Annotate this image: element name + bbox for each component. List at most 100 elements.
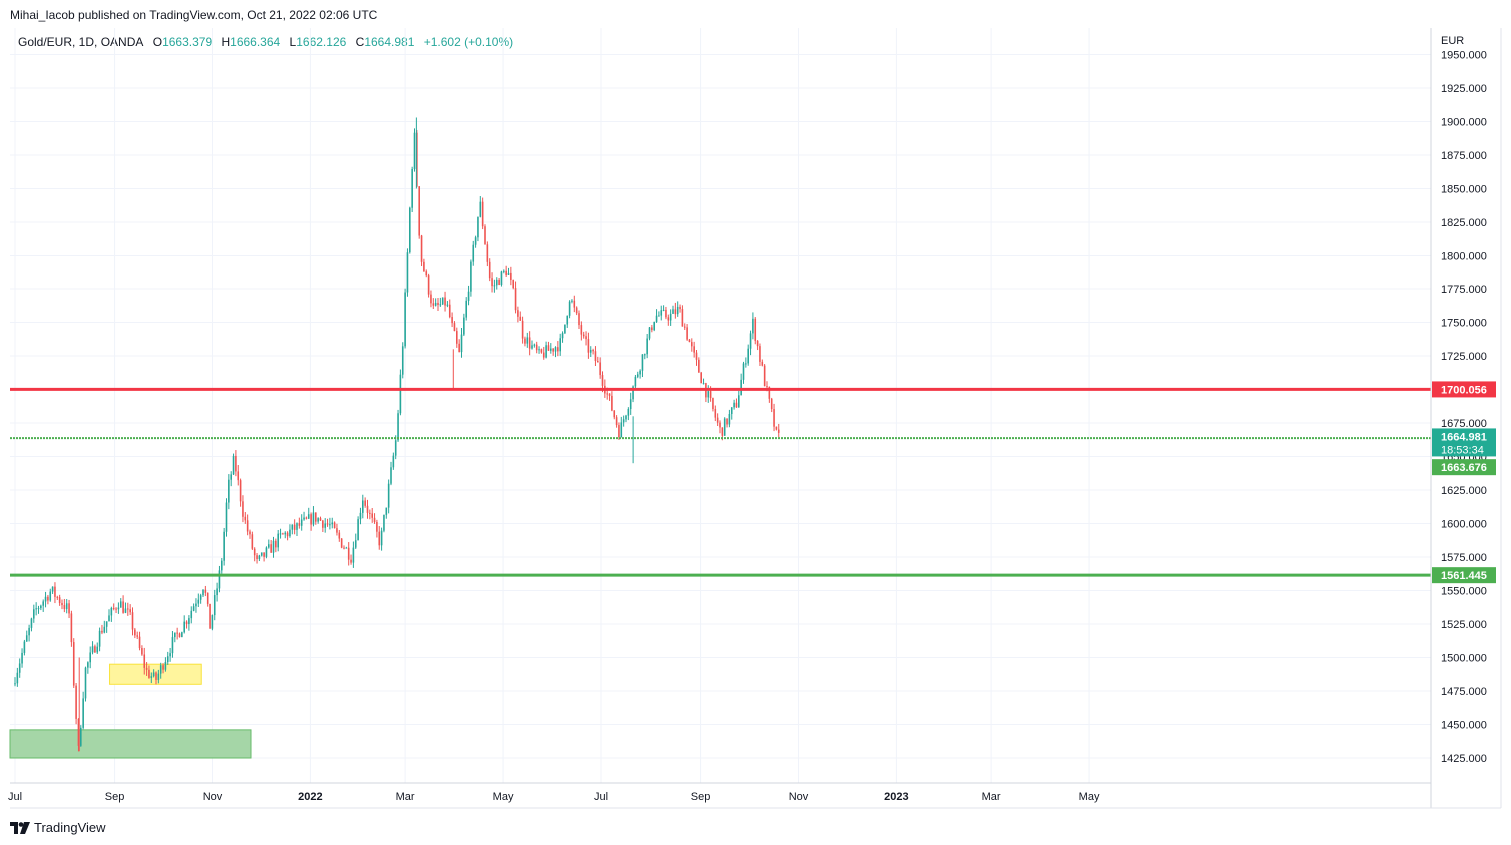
candle-body [141, 648, 143, 655]
x-tick-label[interactable]: 2022 [298, 791, 322, 803]
candle-body [768, 386, 771, 399]
candle-body [441, 297, 444, 305]
candle-body [695, 352, 698, 360]
candle-body [754, 318, 757, 341]
candle-body [681, 309, 684, 327]
candle-body [777, 429, 780, 433]
candle-body [122, 601, 124, 613]
candle-body [491, 278, 493, 287]
horizontal-levels[interactable] [10, 387, 1431, 577]
candle-body [601, 375, 604, 386]
y-tick-label[interactable]: 1425.000 [1441, 753, 1487, 765]
x-tick-label[interactable]: Nov [203, 791, 223, 803]
candle-body [35, 608, 37, 610]
candle-body [218, 570, 221, 589]
candle-body [770, 398, 773, 410]
candle-body [164, 662, 167, 670]
candle-body [651, 327, 653, 331]
x-tick-label[interactable]: Nov [789, 791, 809, 803]
candle-body [315, 512, 317, 522]
y-tick-label[interactable]: 1900.000 [1441, 117, 1487, 129]
candle-body [190, 610, 193, 619]
candle-body [470, 261, 472, 292]
candle-body [145, 667, 148, 670]
candle-body [108, 615, 110, 622]
candle-body [329, 524, 331, 526]
candle-body [223, 531, 225, 561]
candle-body [550, 348, 552, 351]
tradingview-brand[interactable]: TradingView [10, 820, 106, 835]
candle-body [197, 599, 200, 604]
candle-body [679, 306, 681, 310]
candle-body [606, 393, 608, 395]
x-tick-label[interactable]: May [1079, 791, 1100, 803]
candle-body [578, 313, 580, 326]
candle-body [465, 300, 467, 318]
candle-body [493, 285, 496, 287]
x-tick-label[interactable]: Sep [691, 791, 711, 803]
candle-body [432, 303, 435, 306]
y-tick-label[interactable]: 1675.000 [1441, 418, 1487, 430]
y-tick-label[interactable]: 1875.000 [1441, 150, 1487, 162]
y-tick-label[interactable]: 1825.000 [1441, 217, 1487, 229]
y-tick-label[interactable]: 1575.000 [1441, 552, 1487, 564]
candle-body [347, 547, 350, 560]
chart-axes: EUR [10, 28, 1502, 809]
x-tick-label[interactable]: Jul [594, 791, 608, 803]
candle-body [474, 237, 477, 245]
y-tick-label[interactable]: 1600.000 [1441, 519, 1487, 531]
candle-body [542, 352, 545, 358]
y-tick-label[interactable]: 1775.000 [1441, 284, 1487, 296]
x-tick-label[interactable]: Mar [982, 791, 1001, 803]
candle-body [345, 547, 348, 549]
candle-body [235, 455, 237, 472]
candle-body [82, 698, 84, 728]
candle-body [263, 552, 265, 557]
y-axis-ticks[interactable]: 1425.000 1450.000 1475.000 1500.000 1525.000… [1441, 50, 1487, 766]
x-axis-ticks[interactable]: Jul Sep Nov 2022 Mar May Jul Sep Nov 2023 Mar May [8, 791, 1100, 803]
candle-body [406, 252, 409, 293]
candle-body [674, 309, 677, 315]
candle-body [96, 646, 99, 653]
candle-body [766, 386, 768, 388]
candle-body [119, 601, 122, 608]
candle-body [730, 407, 733, 415]
candle-body [117, 607, 120, 610]
candle-body [94, 646, 96, 653]
candle-body [364, 500, 366, 506]
x-tick-label[interactable]: May [493, 791, 514, 803]
candle-body [213, 595, 216, 616]
candle-body [98, 630, 101, 647]
x-tick-label[interactable]: 2023 [884, 791, 908, 803]
x-tick-label[interactable]: Jul [8, 791, 22, 803]
candle-body [33, 609, 35, 619]
y-tick-label[interactable]: 1950.000 [1441, 50, 1487, 62]
candle-body [773, 409, 775, 427]
y-tick-label[interactable]: 1625.000 [1441, 485, 1487, 497]
y-tick-label[interactable]: 1725.000 [1441, 351, 1487, 363]
y-tick-label[interactable]: 1750.000 [1441, 318, 1487, 330]
candle-body [655, 315, 658, 322]
candle-body [319, 518, 322, 521]
candle-body [418, 186, 420, 236]
y-tick-label[interactable]: 1800.000 [1441, 251, 1487, 263]
y-tick-label[interactable]: 1450.000 [1441, 720, 1487, 732]
y-tick-label[interactable]: 1550.000 [1441, 586, 1487, 598]
candle-body [535, 344, 538, 351]
candle-body [307, 514, 310, 519]
y-tick-label[interactable]: 1850.000 [1441, 184, 1487, 196]
symbol-name[interactable]: Gold/EUR, 1D, OANDA [18, 35, 144, 49]
y-tick-label[interactable]: 1500.000 [1441, 653, 1487, 665]
candle-body [500, 271, 503, 285]
x-tick-label[interactable]: Sep [105, 791, 125, 803]
candle-body [639, 370, 641, 375]
candle-body [456, 331, 458, 344]
y-tick-label[interactable]: 1525.000 [1441, 619, 1487, 631]
candle-body [411, 168, 413, 208]
x-tick-label[interactable]: Mar [396, 791, 415, 803]
candle-body [110, 607, 113, 616]
y-tick-label[interactable]: 1475.000 [1441, 686, 1487, 698]
candle-body [620, 422, 623, 438]
y-tick-label[interactable]: 1925.000 [1441, 83, 1487, 95]
